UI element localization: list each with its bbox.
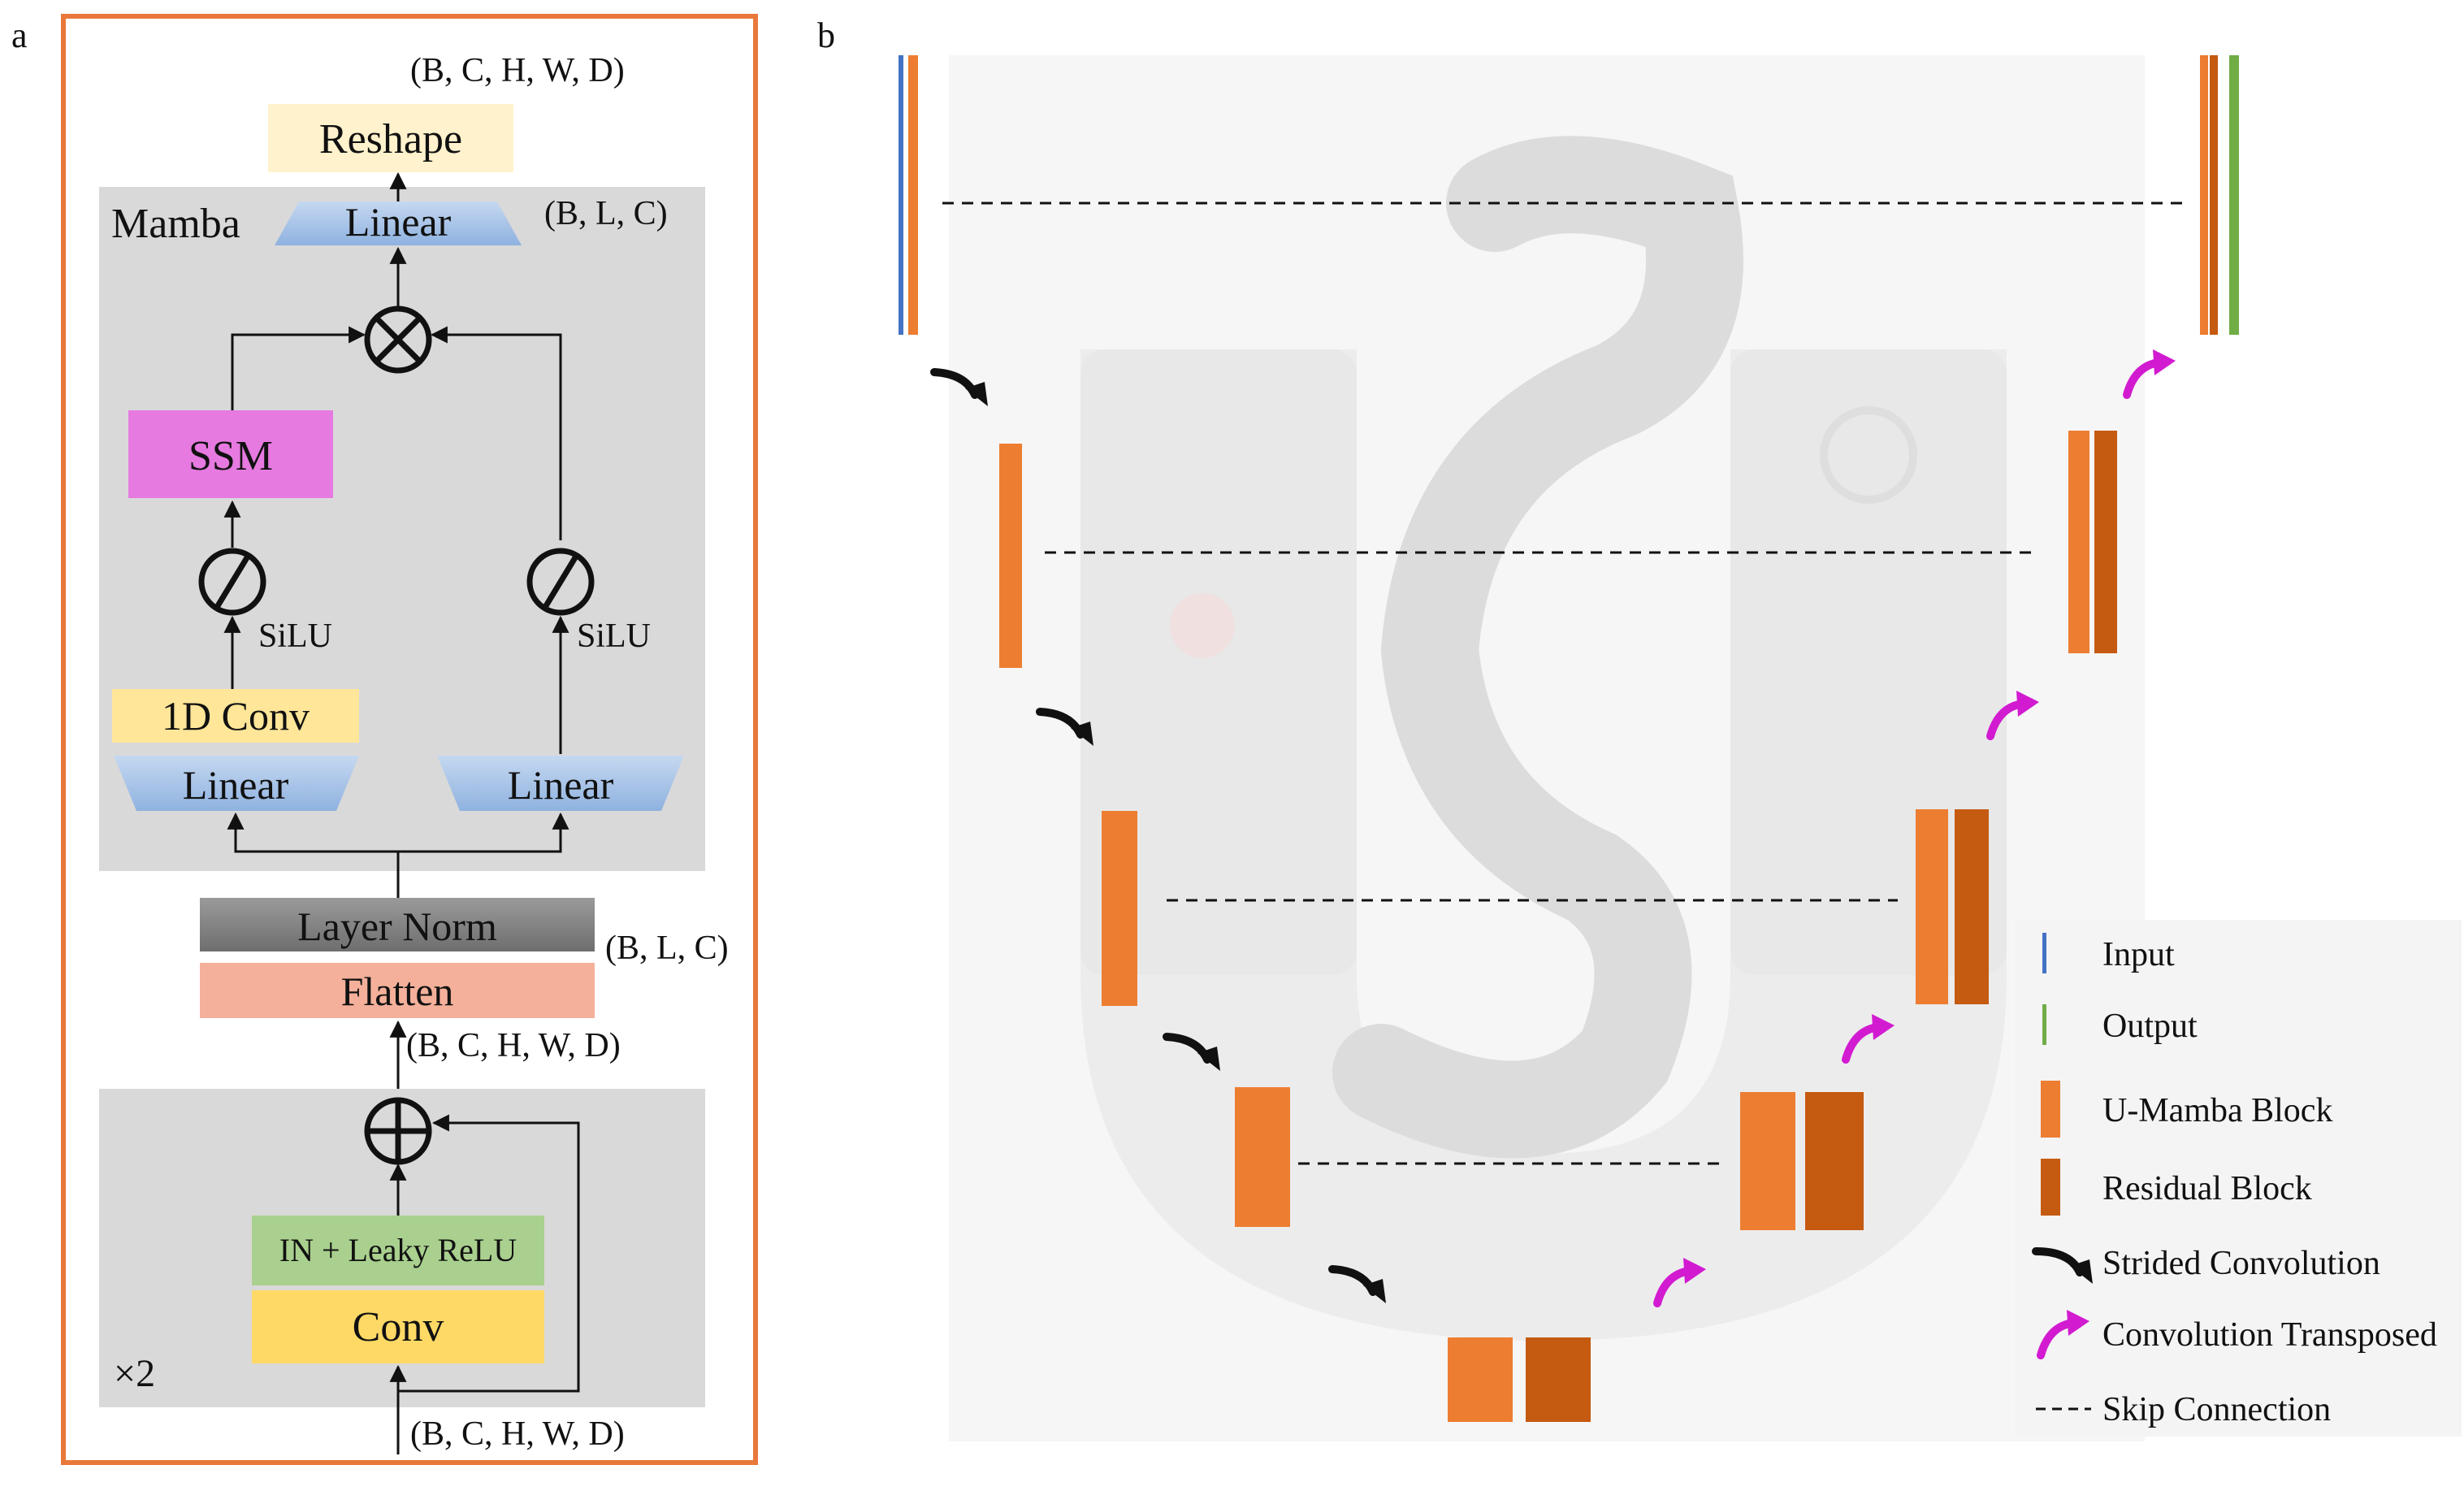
legend-residual-label: Residual Block: [2102, 1170, 2312, 1207]
arrow-right-to-multiply: [430, 326, 562, 540]
dims-flatten-label: (B, L, C): [605, 930, 729, 967]
legend-strided-label: Strided Convolution: [2102, 1245, 2380, 1282]
ssm-box: [128, 410, 333, 498]
encoder-umamba-4: [1235, 1087, 1290, 1227]
dims-mid-label: (B, C, H, W, D): [406, 1027, 621, 1064]
legend-input-label: Input: [2102, 936, 2175, 973]
arrow-residual-skip: [398, 1114, 580, 1393]
decoder-residual-3: [1955, 809, 1989, 1004]
legend-skip-label: Skip Connection: [2102, 1391, 2331, 1428]
decoder-residual-2: [2094, 431, 2117, 653]
strided-conv-arrow-1: [930, 368, 988, 406]
legend-output-label: Output: [2102, 1008, 2198, 1045]
output-bar: [2229, 55, 2239, 335]
add-icon: [364, 1097, 432, 1165]
bottleneck-residual: [1526, 1337, 1591, 1422]
decoder-umamba-2: [2068, 431, 2089, 653]
arrow-to-linear-left: [227, 812, 398, 853]
decoder-umamba-1: [2200, 55, 2208, 335]
legend-umamba-label: U-Mamba Block: [2102, 1092, 2332, 1129]
panel-a-letter: a: [11, 15, 28, 55]
conv-transposed-arrow-3: [1986, 691, 2039, 740]
bottleneck-umamba: [1448, 1337, 1513, 1422]
panel-a-frame: [61, 14, 758, 1465]
background-illustration: [949, 55, 2145, 1441]
conv-transposed-arrow-4: [2123, 349, 2176, 399]
linear-right-trapezoid: [437, 756, 684, 811]
strided-conv-arrow-4: [1328, 1265, 1386, 1303]
conv-transposed-arrow-1: [1653, 1258, 1706, 1307]
silu-right-icon: [526, 548, 595, 616]
legend-strided-icon: [2032, 1247, 2093, 1284]
ssm-label: SSM: [188, 433, 273, 479]
conv-label: Conv: [353, 1304, 444, 1350]
encoder-umamba-2: [999, 444, 1022, 668]
in-relu-box: [252, 1216, 544, 1285]
conv-box: [252, 1290, 544, 1363]
silu-right-label: SiLU: [577, 618, 651, 655]
encoder-umamba-1: [908, 55, 918, 335]
legend-umamba-swatch: [2041, 1081, 2060, 1138]
dims-linear-label: (B, L, C): [544, 195, 668, 232]
flatten-label: Flatten: [341, 969, 454, 1014]
strided-conv-arrow-3: [1163, 1033, 1220, 1071]
encoder-umamba-3: [1102, 811, 1137, 1006]
linear-out-trapezoid: [275, 202, 522, 245]
decoder-umamba-3: [1916, 809, 1948, 1004]
legend-transposed-label: Convolution Transposed: [2102, 1316, 2437, 1354]
linear-left-trapezoid: [114, 756, 359, 811]
legend-transposed-icon: [2037, 1310, 2089, 1359]
legend-background: [2015, 920, 2462, 1437]
dims-input-label: (B, C, H, W, D): [410, 1415, 625, 1453]
in-relu-label: IN + Leaky ReLU: [279, 1232, 517, 1268]
decoder-residual-1: [2210, 55, 2218, 335]
layernorm-box: [200, 898, 595, 951]
strided-conv-arrow-2: [1036, 708, 1093, 746]
linear-right-label: Linear: [508, 762, 614, 808]
decoder-residual-4: [1805, 1092, 1864, 1230]
panel-b-letter: b: [817, 15, 835, 55]
silu-left-label: SiLU: [258, 618, 332, 655]
flatten-box: [200, 963, 595, 1018]
linear-out-label: Linear: [345, 199, 452, 245]
conv1d-label: 1D Conv: [162, 693, 310, 739]
legend-output-swatch: [2042, 1004, 2046, 1045]
layernorm-label: Layer Norm: [297, 904, 497, 949]
decoder-umamba-4: [1740, 1092, 1795, 1230]
dims-top-label: (B, C, H, W, D): [410, 52, 625, 89]
repeat-label: ×2: [114, 1352, 155, 1395]
silu-left-icon: [198, 548, 266, 616]
reshape-box: [268, 104, 513, 172]
input-bar: [899, 55, 903, 335]
arrow-to-linear-right: [398, 812, 569, 853]
legend: Input Output U-Mamba Block Residual Bloc…: [2015, 920, 2462, 1437]
legend-input-swatch: [2042, 933, 2046, 973]
arrow-ssm-to-multiply: [231, 326, 366, 410]
conv1d-box: [112, 689, 359, 743]
mamba-title: Mamba: [111, 201, 240, 247]
linear-left-label: Linear: [183, 762, 289, 808]
legend-residual-swatch: [2041, 1159, 2060, 1216]
reshape-label: Reshape: [319, 116, 462, 163]
conv-transposed-arrow-2: [1842, 1014, 1895, 1064]
